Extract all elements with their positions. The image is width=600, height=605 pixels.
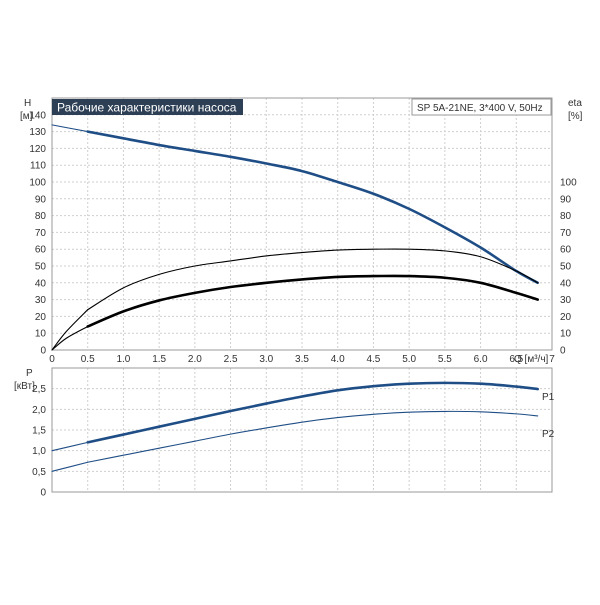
bottom-plot-series: [51, 381, 540, 472]
chart-subtitle: SP 5A-21NE, 3*400 V, 50Hz: [417, 103, 543, 114]
y-left-tick-label: 110: [30, 161, 46, 172]
x-axis-label-q: Q [м³/ч]: [514, 354, 549, 365]
y-left-tick-label: 120: [29, 144, 46, 155]
y-axis-unit-p: [кВт]: [14, 381, 35, 392]
y-right-tick-label: 90: [560, 194, 572, 205]
x-tick-label: 0.5: [81, 354, 95, 365]
y-right-tick-label: 50: [560, 262, 572, 273]
y-left-tick-label: 50: [35, 262, 47, 273]
p-tick-label: 0: [40, 488, 46, 499]
y-left-tick-label: 80: [35, 211, 47, 222]
x-tick-label: 3.5: [295, 354, 309, 365]
y-left-tick-label: 90: [35, 194, 47, 205]
x-tick-label: 1.0: [116, 354, 130, 365]
top-series-line-3: [51, 124, 89, 133]
bottom-series-line-1: [87, 410, 539, 463]
y-right-tick-label: 30: [560, 295, 572, 306]
y-left-tick-label: 30: [35, 295, 47, 306]
legend-p2: P2: [542, 429, 555, 440]
y-axis-label-h: H: [24, 98, 31, 109]
top-plot-frame: [51, 97, 553, 351]
title-box: [52, 99, 243, 115]
y-axis-label-eta: eta: [568, 98, 582, 109]
x-tick-label: 4.0: [331, 354, 345, 365]
y-left-tick-label: 0: [40, 346, 46, 357]
x-tick-label: 3.0: [259, 354, 273, 365]
p-tick-label: 2,5: [32, 384, 46, 395]
top-series-line-5: [51, 309, 89, 351]
y-right-tick-label: 100: [560, 178, 577, 189]
y-right-tick-label: 60: [560, 245, 572, 256]
chart-title: Рабочие характеристики насоса: [57, 101, 237, 115]
x-tick-label: 7: [549, 354, 555, 365]
p-tick-label: 2,0: [32, 405, 46, 416]
bottom-plot-grid: [51, 368, 553, 493]
y-right-tick-label: 80: [560, 211, 572, 222]
x-tick-label: 5.5: [438, 354, 452, 365]
y-left-tick-label: 60: [35, 245, 47, 256]
top-series-line-1: [86, 274, 540, 328]
top-plot-series: [51, 124, 540, 351]
p-tick-label: 0,5: [32, 467, 46, 478]
y-left-tick-label: 70: [35, 228, 47, 239]
x-tick-label: 0: [49, 354, 55, 365]
p-tick-label: 1,5: [32, 426, 46, 437]
y-right-tick-label: 10: [560, 329, 572, 340]
y-right-tick-label: 40: [560, 278, 572, 289]
y-left-tick-label: 20: [35, 312, 47, 323]
subtitle-box: [411, 98, 552, 116]
x-tick-label: 6.0: [474, 354, 488, 365]
y-axis-label-p: P: [26, 368, 33, 379]
y-left-tick-label: 40: [35, 278, 47, 289]
y-left-tick-label: 130: [29, 127, 46, 138]
top-series-line-4: [51, 325, 89, 351]
bottom-plot-frame: [51, 367, 553, 493]
top-plot-grid: [51, 98, 553, 351]
y-left-tick-label: 10: [35, 329, 47, 340]
bottom-series-line-0: [86, 381, 540, 444]
axis-ticks: 0 0.5 1.0 1.5 2.0 2.5 3.0 3.5 4.0 4.5 5.0 5.5 6.0 6.5…: [29, 110, 577, 498]
y-left-tick-label: 100: [29, 178, 46, 189]
y-left-tick-label: 140: [29, 110, 46, 121]
y-axis-unit-h: [м]: [20, 111, 33, 122]
y-axis-unit-eta: [%]: [568, 111, 583, 122]
y-right-tick-label: 0: [560, 346, 566, 357]
x-tick-label: 2.5: [224, 354, 238, 365]
top-series-line-2: [87, 248, 539, 311]
p-tick-label: 1,0: [32, 446, 46, 457]
legend-p1: P1: [542, 392, 555, 403]
y-right-tick-label: 20: [560, 312, 572, 323]
x-tick-label: 6.5: [509, 354, 523, 365]
y-right-tick-label: 70: [560, 228, 572, 239]
bottom-series-line-2: [51, 441, 89, 452]
bottom-series-line-3: [51, 461, 89, 472]
x-tick-label: 1.5: [152, 354, 166, 365]
x-tick-label: 5.0: [402, 354, 416, 365]
x-tick-label: 2.0: [188, 354, 202, 365]
top-series-line-0: [86, 130, 540, 285]
x-tick-label: 4.5: [366, 354, 380, 365]
